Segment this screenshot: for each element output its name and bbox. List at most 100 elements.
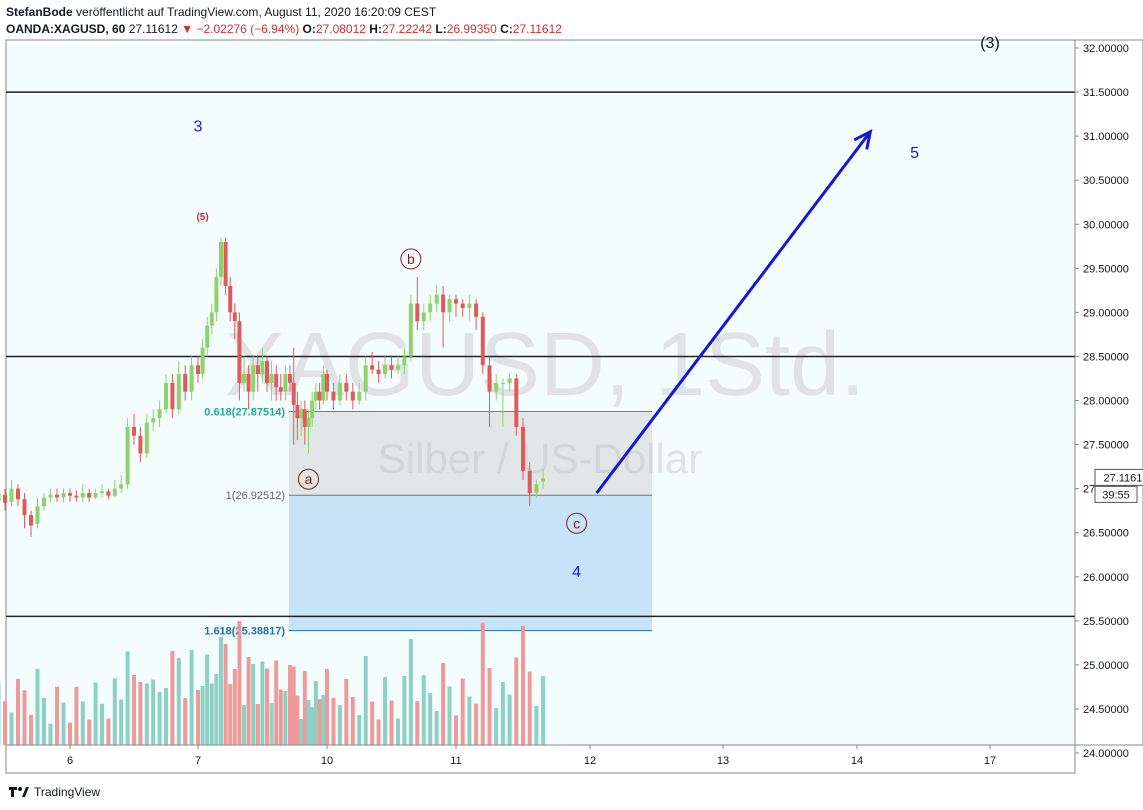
volume-bar	[487, 668, 492, 745]
volume-bar	[200, 686, 205, 745]
candle-body	[321, 374, 326, 401]
close-value: 27.11612	[512, 22, 562, 36]
volume-bar	[310, 707, 315, 745]
volume-bar	[447, 686, 452, 745]
y-tick-label: 31.00000	[1083, 131, 1129, 143]
volume-bar	[170, 651, 175, 745]
y-tick-label: 28.00000	[1083, 396, 1129, 408]
candle-body	[408, 303, 413, 357]
candle-body	[274, 374, 279, 388]
tradingview-brand[interactable]: TradingView	[34, 785, 101, 799]
volume-bar	[80, 701, 85, 745]
y-tick-label: 25.00000	[1083, 660, 1129, 672]
volume-bar	[370, 701, 375, 745]
candle-body	[541, 478, 546, 482]
candle-body	[521, 426, 525, 471]
candle-body	[447, 299, 452, 313]
candle-body	[260, 360, 265, 375]
candles	[0, 237, 546, 538]
candle-body	[299, 409, 304, 419]
candle-body	[337, 382, 342, 401]
candle-body	[0, 493, 1, 501]
y-tick-label: 26.00000	[1083, 572, 1129, 584]
candle-body	[454, 299, 458, 304]
price-change: −2.02276 (−6.94%)	[196, 22, 300, 36]
wave-label-4: 4	[572, 564, 581, 581]
candle-body	[415, 303, 420, 322]
y-tick-label: 30.50000	[1083, 175, 1129, 187]
wave-label-5: 5	[910, 145, 919, 162]
volume-bar	[454, 715, 458, 745]
author-name[interactable]: StefanBode	[6, 5, 73, 19]
candle-body	[376, 369, 381, 375]
wave-label-c: c	[573, 515, 580, 531]
x-tick-label: 12	[584, 755, 596, 767]
volume-bar	[29, 714, 33, 745]
volume-bar	[415, 701, 420, 745]
candle-body	[467, 303, 472, 308]
candle-body	[527, 471, 532, 494]
candle-body	[22, 499, 27, 516]
candle-body	[246, 374, 251, 392]
candle-body	[370, 365, 375, 370]
candle-body	[317, 391, 322, 401]
volume-bar	[48, 723, 53, 745]
candle-body	[144, 422, 149, 454]
price-axis	[1074, 39, 1143, 746]
candle-body	[487, 365, 492, 392]
volume-bar	[35, 669, 40, 745]
wave-label-a: a	[305, 471, 313, 487]
candle-body	[288, 374, 292, 383]
close-label: C:	[500, 22, 513, 36]
volume-bar	[138, 682, 143, 745]
last-price: 27.11612	[128, 22, 178, 36]
candle-body	[138, 435, 143, 454]
candle-body	[306, 418, 311, 427]
candle-body	[151, 418, 156, 423]
candle-body	[48, 494, 53, 498]
volume-bar	[183, 698, 188, 745]
volume-bar	[331, 698, 336, 745]
volume-bar	[350, 697, 355, 745]
volume-bar	[164, 688, 168, 745]
volume-bar	[514, 657, 519, 745]
symbol-name[interactable]: OANDA:XAGUSD, 60	[6, 22, 126, 36]
volume-bar	[302, 671, 307, 745]
volume-bar	[255, 704, 260, 745]
volume-bar	[389, 700, 394, 745]
candle-body	[251, 365, 256, 392]
candle-body	[61, 493, 66, 498]
volume-bar	[291, 666, 296, 745]
x-tick-label: 7	[195, 755, 201, 767]
volume-bar	[494, 708, 499, 745]
candle-body	[534, 484, 539, 494]
candle-body	[357, 391, 362, 401]
tradingview-logo-icon	[9, 787, 29, 797]
volume-bar	[237, 621, 242, 745]
wave-label-b: b	[407, 251, 415, 267]
volume-bar	[317, 699, 322, 745]
candle-body	[389, 365, 394, 370]
candle-body	[42, 497, 46, 507]
volume-bar	[74, 686, 79, 745]
candle-body	[255, 365, 260, 375]
volume-bar	[325, 669, 329, 745]
volume-bar	[219, 637, 223, 745]
volume-bar	[474, 703, 479, 745]
volume-bar	[125, 651, 130, 745]
candle-body	[395, 365, 400, 370]
volume-bar	[274, 660, 279, 745]
candle-body	[183, 374, 188, 392]
candle-body	[74, 495, 79, 498]
y-tick-label: 24.00000	[1083, 748, 1129, 760]
candle-body	[205, 325, 210, 348]
candle-body	[80, 493, 85, 498]
candle-body	[55, 494, 59, 498]
candle-body	[441, 294, 446, 313]
candle-body	[170, 382, 175, 410]
volume-bar	[534, 706, 539, 745]
candle-body	[514, 378, 519, 427]
fib-zone-blue	[289, 495, 652, 631]
fib-label-1618: 1.618(25.38817)	[204, 626, 285, 638]
price-chart[interactable]: XAGUSD, 1Std.Silber / US-Dollar0.618(27.…	[0, 0, 1143, 780]
